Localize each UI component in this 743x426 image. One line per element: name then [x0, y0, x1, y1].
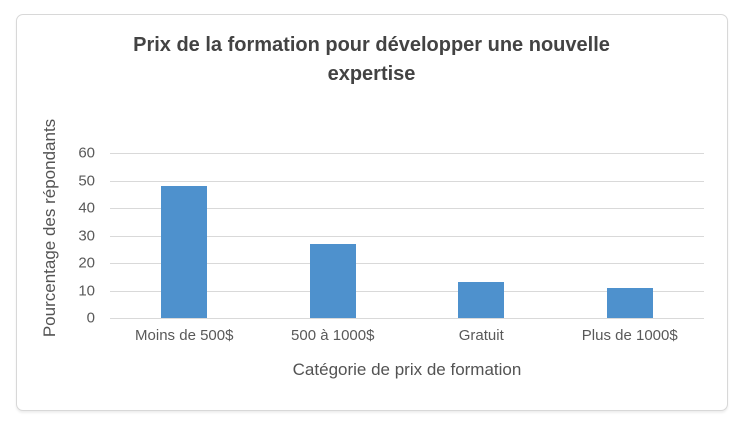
bar-slot [110, 153, 259, 318]
bar-slot [407, 153, 556, 318]
y-tick-label: 50 [78, 172, 95, 189]
chart-frame [16, 14, 728, 411]
bar-4 [606, 287, 653, 318]
y-tick-label: 60 [78, 144, 95, 162]
x-axis-line [110, 318, 704, 319]
gridlines [110, 153, 704, 319]
category-label: Plus de 1000$ [581, 327, 678, 344]
plot-area [110, 153, 704, 319]
category-label: Gratuit [458, 327, 504, 344]
category-label: 500 à 1000$ [291, 327, 375, 344]
x-axis-categories: Moins de 500$ 500 à 1000$ Gratuit Plus de 1… [110, 327, 704, 344]
gridline [110, 290, 704, 292]
category-label: Moins de 500$ [135, 327, 234, 344]
gridline [110, 263, 704, 264]
bar-2 [309, 243, 356, 318]
y-tick-label: 30 [78, 227, 95, 244]
y-tick-label: 40 [78, 199, 95, 217]
y-axis-ticks: 60 50 40 30 20 10 0 [53, 145, 95, 327]
bars [110, 153, 704, 318]
gridline [110, 153, 704, 154]
chart-title-line-2: expertise [327, 63, 416, 85]
bar-slot [556, 153, 705, 318]
y-tick-label: 20 [78, 254, 95, 272]
bar-1 [161, 186, 208, 318]
y-tick-label: 10 [78, 282, 95, 299]
gridline [110, 235, 704, 237]
chart-title-line-1: Prix de la formation pour développer une… [133, 34, 610, 56]
chart-title: Prix de la formation pour développer une… [16, 31, 727, 89]
gridline [110, 208, 704, 209]
x-axis-title: Catégorie de prix de formation [292, 360, 522, 379]
bar-slot [259, 153, 408, 318]
gridline [110, 180, 704, 182]
y-tick-label: 0 [86, 309, 95, 327]
bar-3 [458, 282, 505, 318]
